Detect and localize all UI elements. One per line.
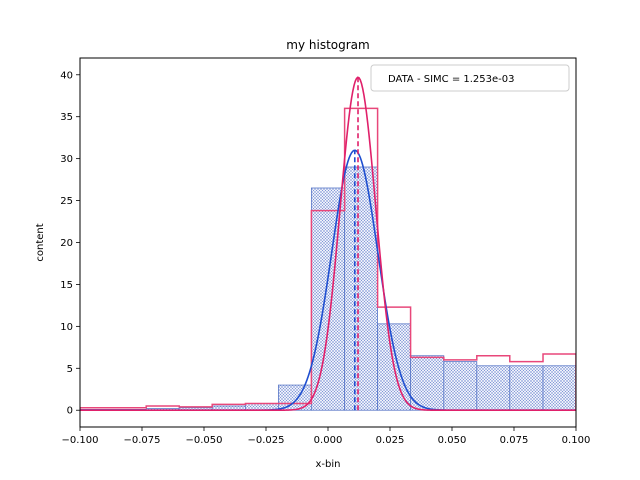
- y-tick-label: 20: [60, 238, 73, 249]
- x-axis: −0.100 −0.075 −0.050 −0.025 0.000 0.025 0.050 0…: [61, 427, 590, 446]
- x-tick-label: 0.075: [500, 435, 529, 446]
- x-tick-label: −0.050: [185, 435, 222, 446]
- chart-title: my histogram: [286, 38, 369, 52]
- histogram-bar: [277, 384, 312, 411]
- histogram-bar: [476, 365, 511, 411]
- legend-text: DATA - SIMC = 1.253e-03: [388, 74, 514, 85]
- x-tick-label: 0.100: [562, 435, 591, 446]
- histogram-bar: [443, 361, 478, 411]
- x-tick-label: 0.050: [438, 435, 467, 446]
- y-tick-label: 25: [60, 196, 73, 207]
- y-axis-label: content: [35, 223, 46, 261]
- filled-histogram: [80, 166, 576, 411]
- legend-box: [370, 64, 570, 92]
- x-tick-label: 0.025: [376, 435, 405, 446]
- x-axis-label: x-bin: [316, 459, 341, 470]
- y-tick-label: 10: [60, 322, 73, 333]
- y-tick-label: 40: [60, 70, 73, 81]
- y-tick-label: 35: [60, 112, 73, 123]
- x-tick-label: −0.025: [247, 435, 284, 446]
- gaussian-fit-red: [80, 76, 576, 412]
- y-tick-label: 0: [67, 406, 73, 417]
- y-tick-label: 15: [60, 280, 73, 291]
- y-axis: 0 5 10 15 20 25 30 35 40: [60, 70, 80, 417]
- y-tick-label: 5: [67, 364, 73, 375]
- x-tick-label: −0.075: [123, 435, 160, 446]
- histogram-bar: [509, 365, 544, 411]
- x-tick-label: −0.100: [61, 435, 98, 446]
- x-tick-label: 0.000: [314, 435, 343, 446]
- y-tick-label: 30: [60, 154, 73, 165]
- legend: DATA - SIMC = 1.253e-03: [370, 64, 570, 92]
- plot-area: [80, 76, 576, 412]
- histogram-bar: [542, 365, 576, 411]
- histogram-bar: [344, 166, 378, 411]
